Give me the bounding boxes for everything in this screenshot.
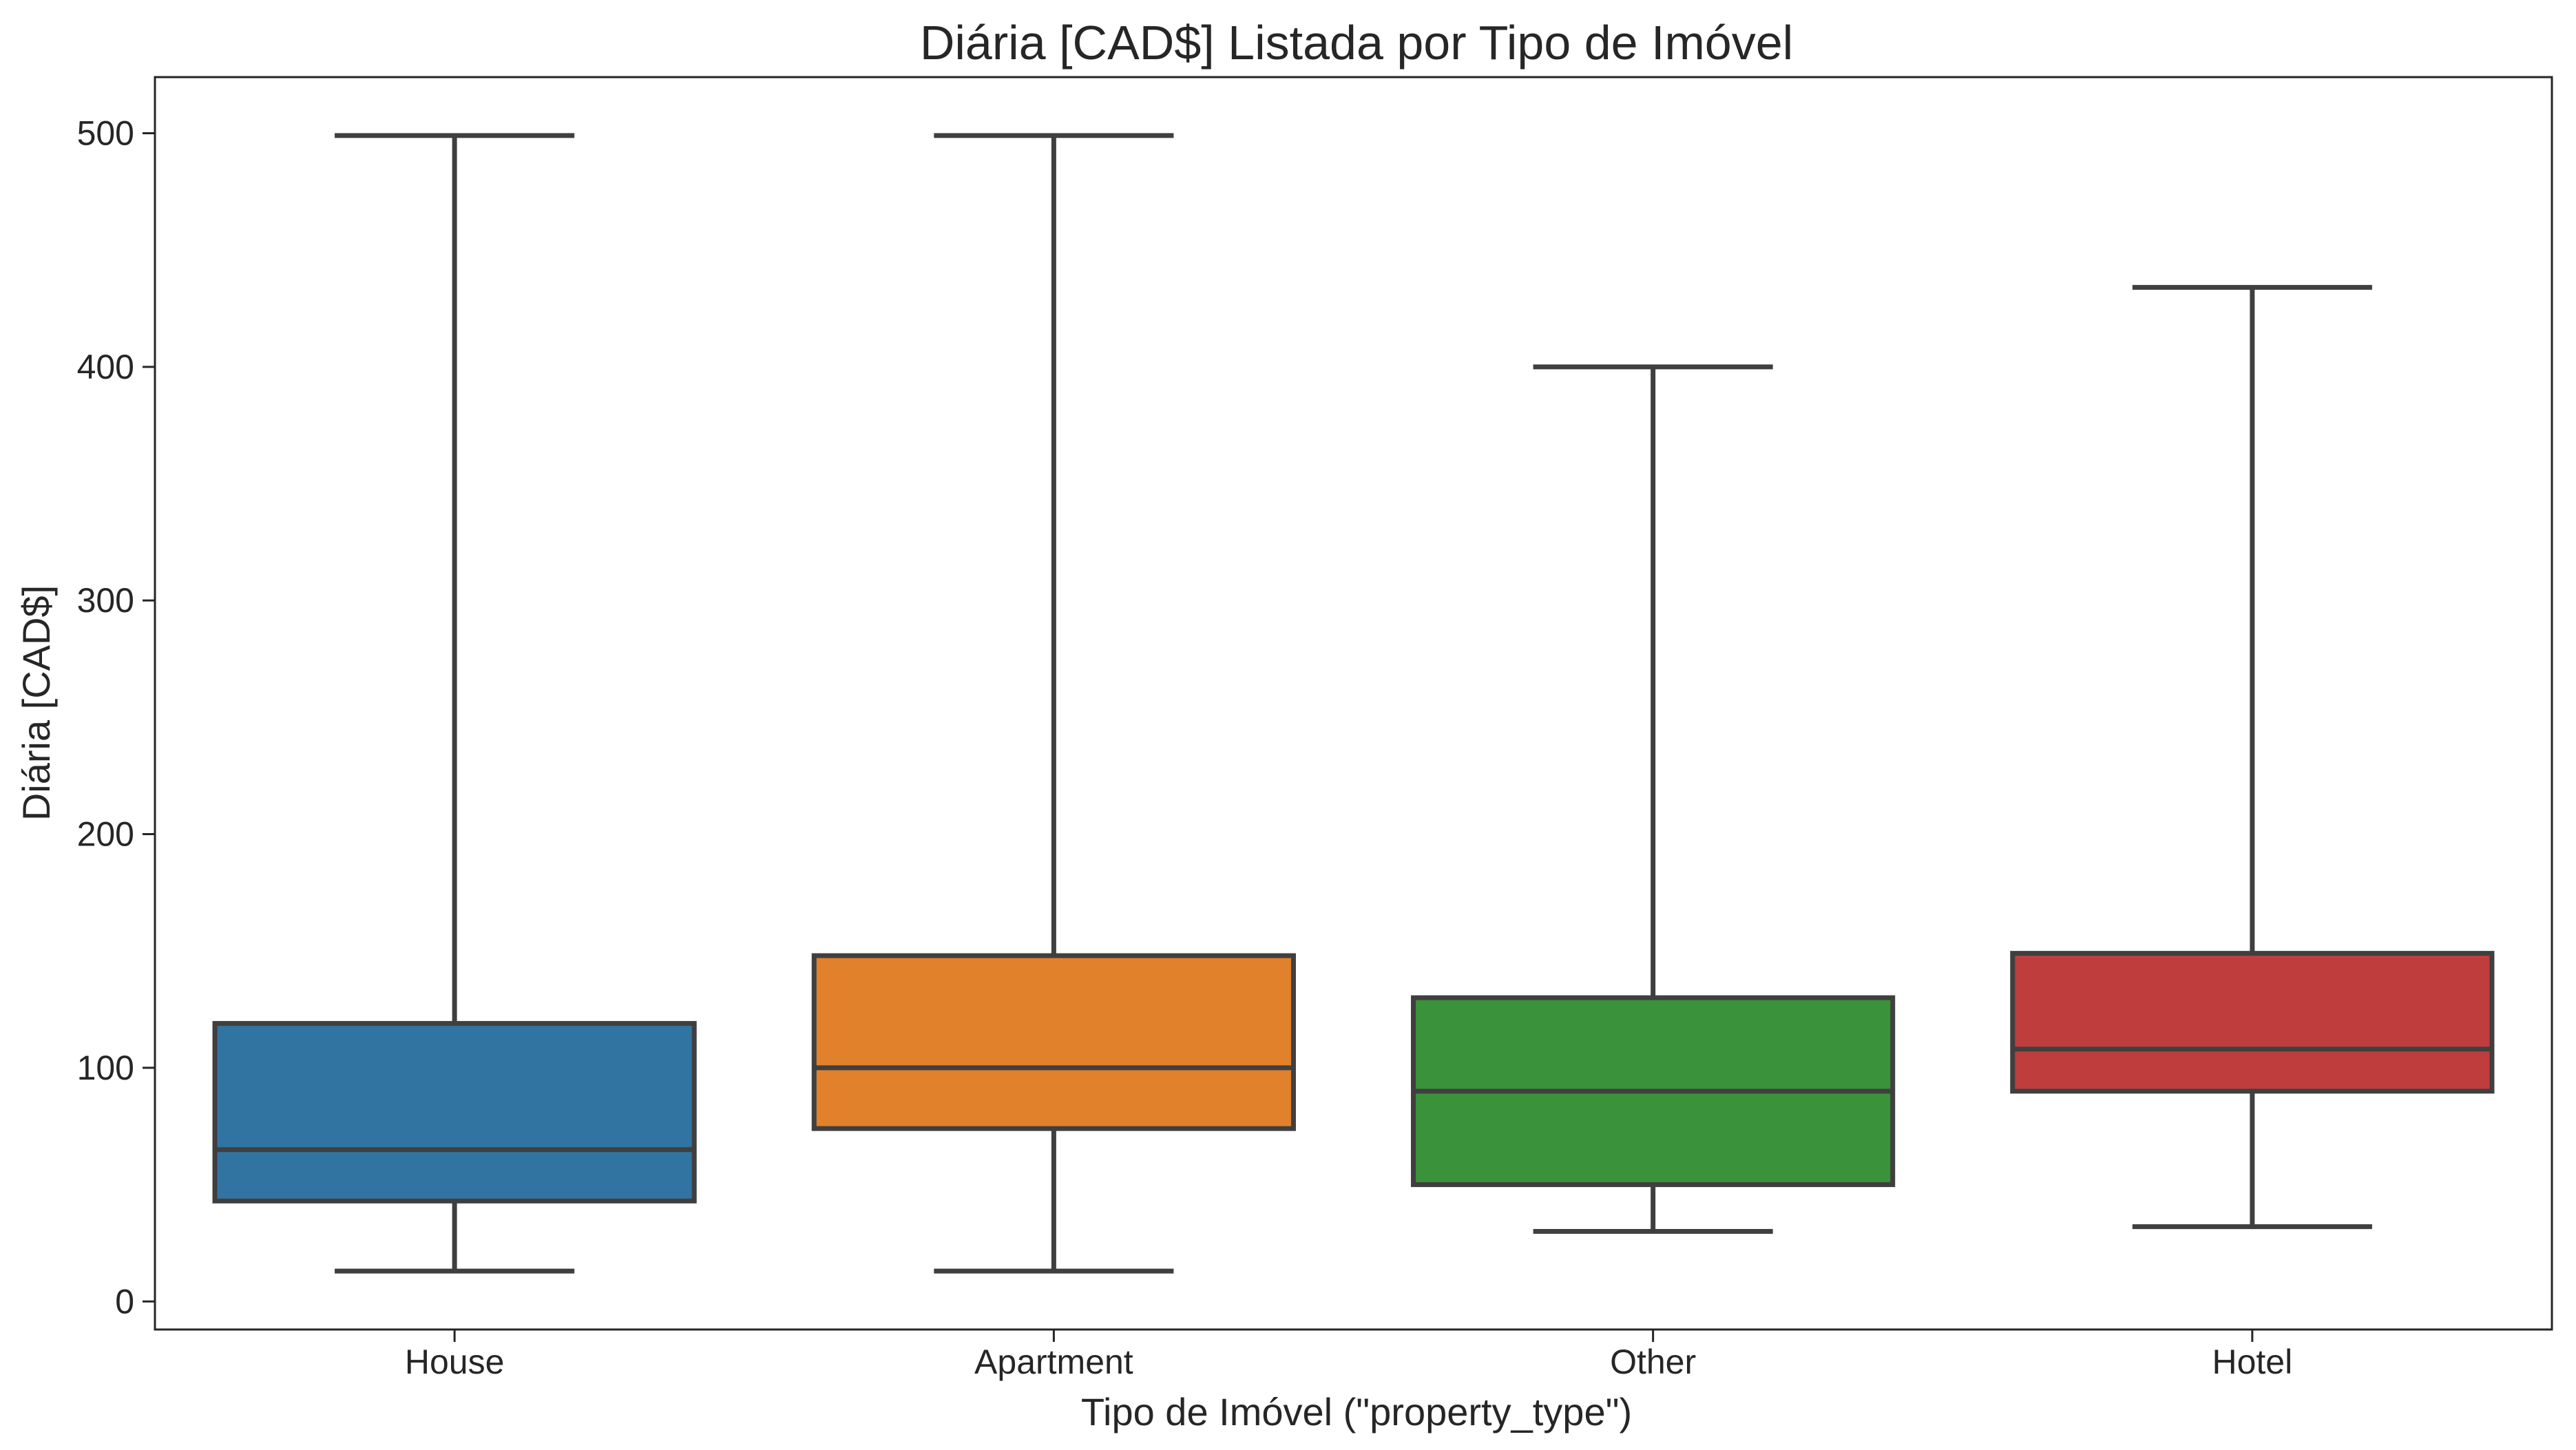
x-tick-label: Hotel bbox=[2212, 1343, 2293, 1381]
iqr-box bbox=[2010, 951, 2495, 1094]
y-tick-label: 200 bbox=[77, 815, 134, 854]
y-tick-label: 500 bbox=[77, 114, 134, 152]
y-tick-label: 300 bbox=[77, 581, 134, 620]
y-axis: 0 100 200 300 400 500 bbox=[77, 114, 155, 1321]
y-tick-label: 100 bbox=[77, 1049, 134, 1087]
box-hotel bbox=[2010, 284, 2495, 1230]
iqr-box bbox=[212, 1020, 697, 1204]
y-axis-label: Diária [CAD$] bbox=[14, 585, 58, 821]
box-other bbox=[1411, 364, 1896, 1234]
y-tick-label: 0 bbox=[115, 1282, 134, 1321]
x-tick-label: House bbox=[405, 1343, 505, 1381]
plot-area bbox=[154, 76, 2553, 1331]
box-apartment bbox=[811, 133, 1296, 1274]
x-axis-label: Tipo de Imóvel ("property_type") bbox=[1081, 1390, 1632, 1433]
box-house bbox=[212, 133, 697, 1274]
x-tick-label: Apartment bbox=[974, 1343, 1133, 1381]
x-tick-label: Other bbox=[1610, 1343, 1696, 1381]
iqr-box bbox=[811, 953, 1296, 1131]
x-axis: House Apartment Other Hotel bbox=[405, 1330, 2292, 1381]
boxes-group bbox=[212, 133, 2495, 1274]
y-tick-label: 400 bbox=[77, 348, 134, 386]
chart-title: Diária [CAD$] Listada por Tipo de Imóvel bbox=[920, 16, 1793, 70]
